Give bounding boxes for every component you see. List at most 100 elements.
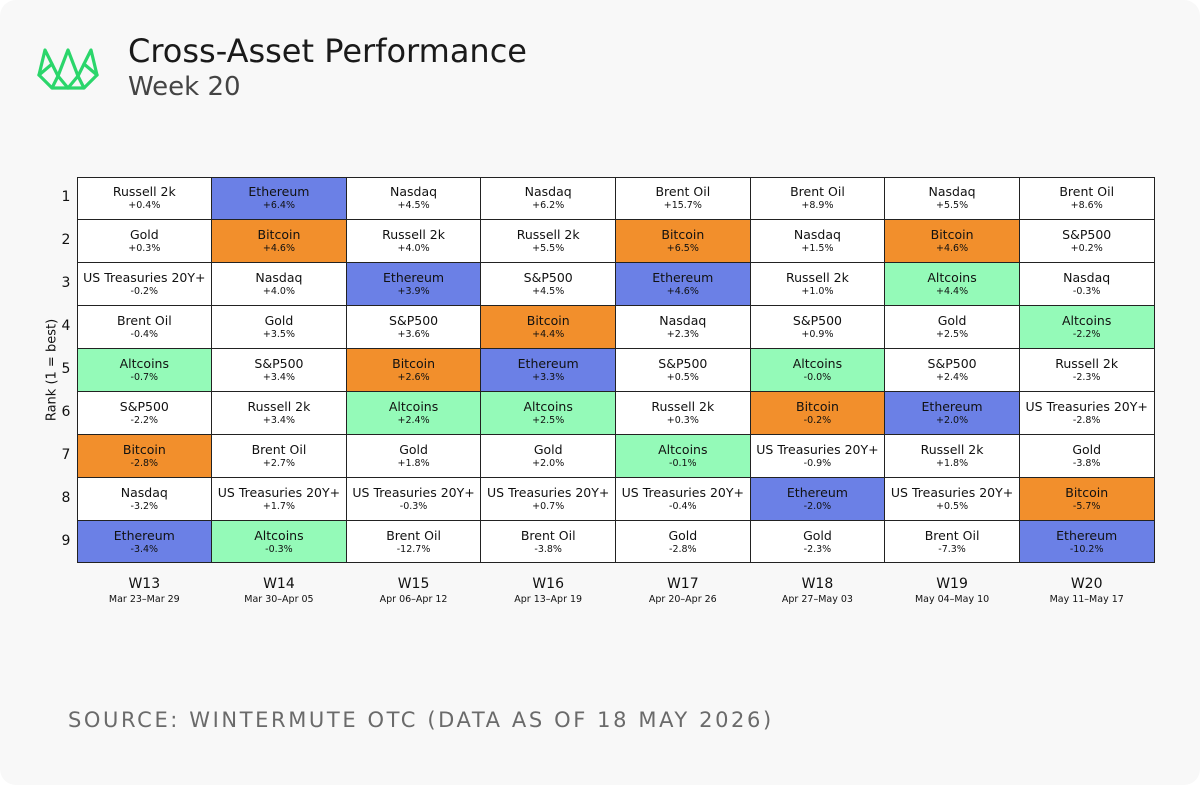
table-cell: Bitcoin -0.2% — [749, 390, 886, 435]
cell-asset: Gold — [668, 527, 698, 543]
week-label: W14 Mar 30–Apr 05 — [212, 575, 347, 606]
cell-asset: US Treasuries 20Y+ — [621, 484, 744, 500]
cell-asset: Russell 2k — [786, 270, 849, 286]
table-cell: S&P500 +0.9% — [749, 305, 886, 350]
table-cell: Brent Oil +8.6% — [1018, 176, 1155, 221]
cell-asset: Bitcoin — [122, 441, 166, 457]
cell-return: +4.6% — [262, 243, 295, 255]
table-cell: Russell 2k +4.0% — [345, 219, 482, 264]
cell-return: +0.3% — [666, 414, 699, 426]
table-cell: Ethereum -10.2% — [1018, 519, 1155, 564]
cell-return: -2.2% — [130, 414, 159, 426]
cell-asset: S&P500 — [119, 398, 169, 414]
cell-return: -12.7% — [396, 543, 431, 555]
cell-asset: Gold — [803, 527, 832, 543]
week-range: Mar 30–Apr 05 — [244, 594, 314, 605]
table-cell: S&P500 +2.4% — [884, 348, 1020, 392]
cell-asset: Nasdaq — [255, 270, 303, 286]
cell-return: -3.8% — [1072, 457, 1101, 469]
table-cell: Bitcoin +6.5% — [615, 219, 751, 264]
cell-return: -7.3% — [938, 543, 966, 555]
week-range: May 04–May 10 — [914, 594, 990, 605]
table-cell: Russell 2k +0.4% — [76, 176, 213, 221]
table-cell: Bitcoin +2.6% — [345, 348, 482, 392]
cell-return: +3.3% — [532, 371, 565, 383]
cell-return: +3.6% — [397, 329, 430, 341]
cell-asset: Russell 2k — [247, 398, 311, 414]
cell-return: +3.5% — [262, 329, 295, 341]
table-cell: Ethereum +2.0% — [884, 390, 1020, 435]
table-cell: Gold -2.8% — [615, 519, 751, 564]
cell-asset: Russell 2k — [1055, 355, 1119, 371]
table-cell: Altcoins +2.5% — [480, 390, 616, 435]
table-cell: Nasdaq -3.2% — [76, 476, 213, 521]
cell-asset: Russell 2k — [920, 441, 984, 457]
cell-return: +3.4% — [262, 371, 295, 383]
cell-return: -10.2% — [1069, 543, 1104, 555]
cell-return: -0.1% — [669, 457, 697, 469]
cell-return: -3.2% — [130, 500, 159, 512]
cell-asset: Bitcoin — [796, 398, 839, 414]
table-cell: Altcoins -0.0% — [749, 348, 886, 392]
table-cell: Gold +1.8% — [345, 433, 482, 478]
page-title: Cross-Asset Performance — [128, 32, 527, 70]
table-cell: Russell 2k +3.4% — [211, 390, 347, 435]
cell-return: +5.5% — [532, 243, 565, 255]
cell-return: -0.7% — [130, 371, 159, 383]
cell-asset: Brent Oil — [790, 184, 845, 200]
cell-return: -2.8% — [130, 457, 159, 469]
cell-asset: US Treasuries 20Y+ — [217, 484, 341, 500]
cell-return: +0.4% — [128, 200, 161, 212]
cell-asset: Brent Oil — [924, 527, 980, 543]
table-cell: Brent Oil +15.7% — [615, 176, 751, 221]
cell-return: +2.0% — [532, 457, 565, 469]
table-cell: Brent Oil -7.3% — [884, 519, 1020, 564]
table-cell: Brent Oil +2.7% — [211, 433, 347, 478]
week-number: W20 — [1070, 576, 1103, 592]
cell-return: +4.6% — [936, 243, 969, 255]
cell-asset: Altcoins — [658, 441, 708, 457]
cell-asset: Brent Oil — [386, 527, 441, 543]
table-cell: Gold -3.8% — [1018, 433, 1155, 478]
cell-asset: Gold — [399, 441, 428, 457]
rank-label: 4 — [61, 318, 71, 335]
cell-asset: Altcoins — [1062, 313, 1112, 329]
cell-asset: Bitcoin — [526, 313, 570, 329]
table-cell: Russell 2k +0.3% — [615, 390, 751, 435]
table-cell: Nasdaq +6.2% — [480, 176, 616, 221]
cell-asset: Brent Oil — [116, 313, 172, 329]
cell-return: +6.2% — [532, 200, 565, 212]
table-cell: Gold +0.3% — [76, 219, 213, 264]
table-cell: Bitcoin +4.4% — [480, 305, 616, 350]
table-cell: Bitcoin +4.6% — [884, 219, 1020, 264]
table-cell: Ethereum -3.4% — [76, 519, 213, 564]
table-cell: S&P500 +4.5% — [480, 262, 616, 307]
cell-return: +4.5% — [397, 200, 430, 212]
cell-asset: Ethereum — [1056, 527, 1118, 543]
table-cell: Ethereum +4.6% — [615, 262, 751, 307]
page-subtitle: Week 20 — [128, 72, 241, 102]
cell-asset: Altcoins — [119, 355, 169, 371]
cell-asset: US Treasuries 20Y+ — [487, 484, 610, 500]
cell-return: +1.8% — [397, 457, 430, 469]
cell-asset: Nasdaq — [390, 184, 438, 200]
table-cell: S&P500 +3.4% — [211, 348, 347, 392]
cell-asset: Gold — [533, 441, 563, 457]
cell-return: -2.0% — [803, 500, 832, 512]
table-cell: US Treasuries 20Y+ +0.5% — [884, 476, 1020, 521]
cell-return: -5.7% — [1072, 500, 1101, 512]
week-range: Apr 06–Apr 12 — [379, 594, 448, 605]
table-cell: Brent Oil -3.8% — [480, 519, 616, 564]
cell-asset: Bitcoin — [661, 227, 705, 243]
cell-return: -2.8% — [1072, 414, 1101, 426]
cell-asset: S&P500 — [389, 313, 439, 329]
week-number: W18 — [801, 576, 834, 592]
cell-return: +2.5% — [532, 414, 565, 426]
week-number: W14 — [263, 576, 295, 592]
cell-asset: Altcoins — [254, 527, 304, 543]
cell-asset: Gold — [1072, 441, 1102, 457]
cell-asset: Nasdaq — [928, 184, 976, 200]
cell-asset: Russell 2k — [516, 227, 580, 243]
cell-asset: Ethereum — [786, 484, 848, 500]
